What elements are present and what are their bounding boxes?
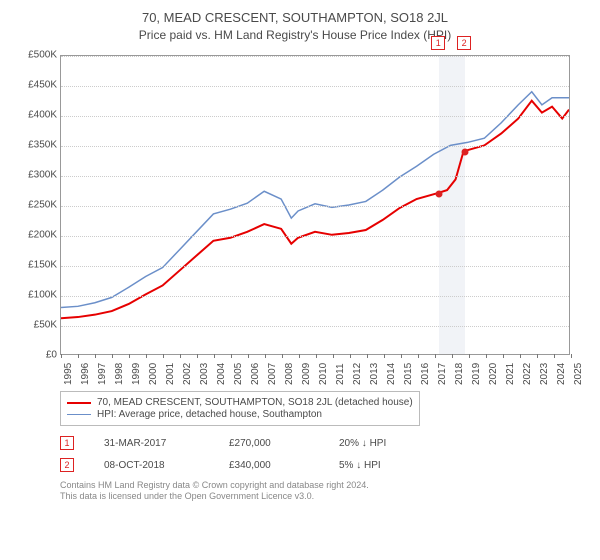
y-axis-label: £500K [15,50,57,61]
gridline [61,146,569,147]
x-tick [231,354,232,358]
footer-attribution: Contains HM Land Registry data © Crown c… [60,480,580,501]
x-tick [248,354,249,358]
y-axis-label: £0 [15,350,57,361]
x-axis-label: 2025 [573,363,600,385]
x-tick [299,354,300,358]
chart-lines [61,56,569,354]
y-axis-label: £300K [15,170,57,181]
series-line [61,101,569,319]
x-tick [112,354,113,358]
x-tick [95,354,96,358]
legend-swatch [67,414,91,415]
transaction-marker: 2 [60,458,74,472]
chart-subtitle: Price paid vs. HM Land Registry's House … [10,28,580,42]
legend-item: HPI: Average price, detached house, Sout… [67,409,413,420]
gridline [61,206,569,207]
x-tick [503,354,504,358]
x-tick [486,354,487,358]
x-tick [384,354,385,358]
gridline [61,86,569,87]
x-tick [452,354,453,358]
x-tick [537,354,538,358]
y-axis-label: £50K [15,320,57,331]
footer-line-1: Contains HM Land Registry data © Crown c… [60,480,580,490]
chart-area: £0 £50K £100K £150K £200K £250K £300K £350K £400… [15,50,580,385]
transaction-marker: 1 [60,436,74,450]
x-tick [163,354,164,358]
gridline [61,296,569,297]
legend-label: 70, MEAD CRESCENT, SOUTHAMPTON, SO18 2JL… [97,397,413,408]
transaction-price: £340,000 [229,460,309,471]
transaction-date: 08-OCT-2018 [104,460,199,471]
gridline [61,56,569,57]
x-tick [418,354,419,358]
x-tick [214,354,215,358]
x-tick [554,354,555,358]
x-tick [180,354,181,358]
transaction-row: 1 31-MAR-2017 £270,000 20% ↓ HPI [60,436,580,450]
marker-dot [436,191,443,198]
legend-swatch [67,402,91,404]
legend-item: 70, MEAD CRESCENT, SOUTHAMPTON, SO18 2JL… [67,397,413,408]
x-tick [197,354,198,358]
transaction-diff: 5% ↓ HPI [339,460,381,471]
transaction-table: 1 31-MAR-2017 £270,000 20% ↓ HPI 2 08-OCT-201… [60,436,580,472]
series-line [61,92,569,308]
gridline [61,176,569,177]
transaction-date: 31-MAR-2017 [104,438,199,449]
x-tick [316,354,317,358]
transaction-price: £270,000 [229,438,309,449]
x-tick [265,354,266,358]
y-axis-label: £250K [15,200,57,211]
transaction-diff: 20% ↓ HPI [339,438,386,449]
marker-dot [462,149,469,156]
marker-label: 2 [457,36,471,50]
x-tick [520,354,521,358]
x-tick [129,354,130,358]
x-tick [401,354,402,358]
y-axis-label: £450K [15,80,57,91]
x-tick [571,354,572,358]
y-axis-label: £400K [15,110,57,121]
x-tick [333,354,334,358]
x-tick [78,354,79,358]
footer-line-2: This data is licensed under the Open Gov… [60,491,580,501]
gridline [61,326,569,327]
x-tick [435,354,436,358]
legend: 70, MEAD CRESCENT, SOUTHAMPTON, SO18 2JL… [60,391,420,426]
marker-label: 1 [431,36,445,50]
y-axis-label: £150K [15,260,57,271]
y-axis-label: £350K [15,140,57,151]
y-axis-label: £100K [15,290,57,301]
x-tick [367,354,368,358]
gridline [61,116,569,117]
chart-title: 70, MEAD CRESCENT, SOUTHAMPTON, SO18 2JL [10,10,580,25]
transaction-row: 2 08-OCT-2018 £340,000 5% ↓ HPI [60,458,580,472]
gridline [61,236,569,237]
x-tick [282,354,283,358]
legend-label: HPI: Average price, detached house, Sout… [97,409,322,420]
x-tick [350,354,351,358]
gridline [61,266,569,267]
y-axis-label: £200K [15,230,57,241]
x-tick [469,354,470,358]
x-tick [146,354,147,358]
plot-region [60,55,570,355]
x-tick [61,354,62,358]
